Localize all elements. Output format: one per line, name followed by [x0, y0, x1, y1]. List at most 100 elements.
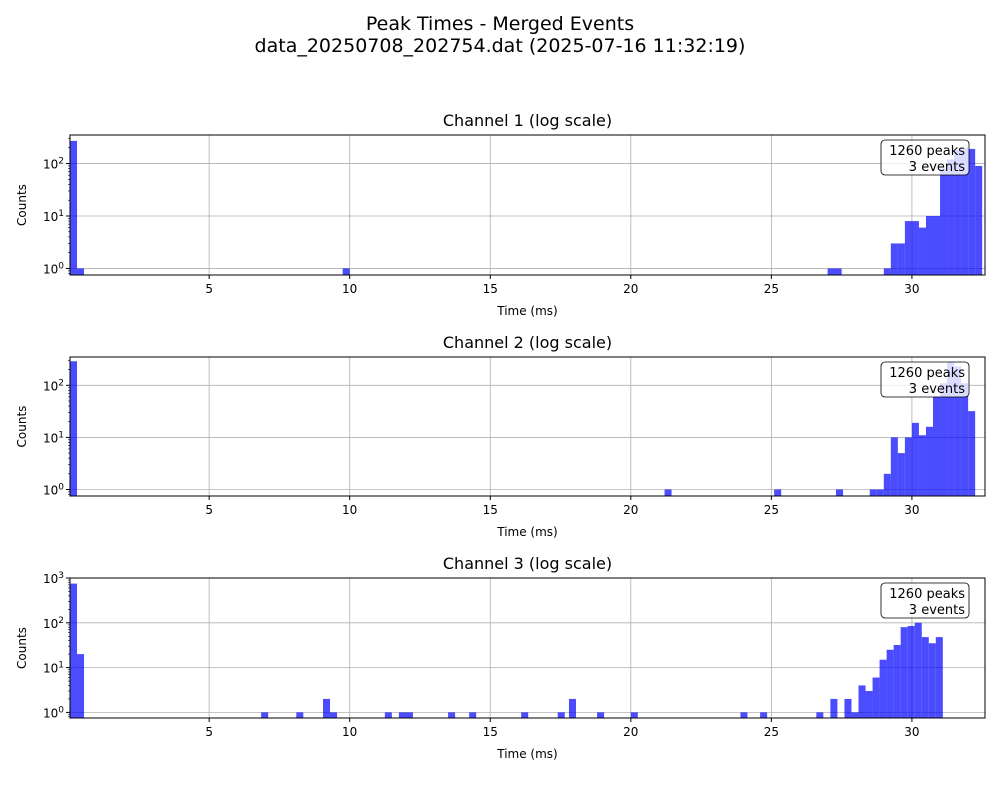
x-tick-label: 20 — [623, 725, 638, 739]
histogram-bar — [827, 268, 835, 275]
histogram-bar — [918, 435, 926, 496]
histogram-bar — [940, 168, 948, 275]
stats-annotation-line: 3 events — [909, 160, 965, 175]
stats-annotation-line: 1260 peaks — [889, 587, 965, 602]
histogram-bar — [883, 473, 891, 496]
y-axis-label: Counts — [15, 406, 29, 448]
histogram-bar — [851, 712, 859, 718]
histogram-bar — [760, 712, 768, 718]
figure-title-line1: Peak Times - Merged Events — [365, 13, 635, 35]
histogram-bar — [296, 712, 304, 718]
x-tick-label: 15 — [483, 725, 498, 739]
y-tick-label: 100 — [43, 261, 64, 276]
stats-annotation-box — [880, 139, 970, 176]
x-tick-label: 30 — [904, 725, 919, 739]
histogram-bar — [886, 649, 894, 718]
histogram-bar — [907, 625, 915, 718]
x-tick-label: 15 — [483, 503, 498, 517]
histogram-bar — [858, 685, 866, 718]
histogram-bar — [968, 148, 976, 275]
stats-annotation-line: 3 events — [909, 603, 965, 618]
histogram-bar — [77, 654, 85, 718]
plot-frame — [69, 134, 986, 276]
channel-1-title: Channel 1 (log scale) — [443, 111, 612, 130]
histogram-bar — [384, 712, 392, 718]
x-tick-label: 5 — [205, 282, 213, 296]
histogram-bar — [448, 712, 456, 718]
histogram-bar — [830, 698, 838, 718]
x-tick-label: 25 — [764, 282, 779, 296]
histogram-bar — [405, 712, 413, 718]
histogram-bar — [398, 712, 406, 718]
histogram-bar — [921, 637, 929, 718]
y-tick-label: 102 — [43, 616, 64, 631]
histogram-bar — [975, 165, 983, 275]
x-tick-label: 20 — [623, 282, 638, 296]
histogram-bar — [740, 712, 748, 718]
histogram-bar — [890, 437, 898, 496]
y-tick-label: 101 — [43, 430, 64, 445]
histogram-bar — [774, 489, 782, 496]
histogram-bar — [935, 637, 943, 718]
histogram-bar — [893, 644, 901, 718]
histogram-bar — [876, 489, 884, 496]
x-tick-label: 10 — [342, 282, 357, 296]
histogram-bar — [932, 215, 941, 275]
histogram-bar — [911, 221, 919, 275]
figure-title-line2: data_20250708_202754.dat (2025-07-16 11:… — [254, 35, 746, 57]
histogram-bar — [954, 366, 962, 496]
histogram-bar — [914, 622, 922, 718]
x-tick-label: 15 — [483, 282, 498, 296]
stats-annotation-box — [880, 582, 970, 619]
histogram-bar — [954, 150, 962, 275]
histogram-bar — [961, 383, 969, 496]
x-tick-label: 20 — [623, 503, 638, 517]
y-tick-label: 100 — [43, 705, 64, 720]
histogram-bar — [968, 411, 976, 496]
x-tick-label: 25 — [764, 725, 779, 739]
stats-annotation-box — [880, 361, 970, 398]
histogram-bar — [342, 268, 350, 275]
histogram-bar — [322, 698, 331, 718]
histogram-bar — [70, 361, 78, 496]
histogram-bar — [865, 691, 873, 718]
histogram-bar — [834, 268, 842, 275]
histogram-bar — [521, 712, 529, 718]
histogram-bar — [897, 243, 905, 275]
histogram-bar — [597, 712, 605, 718]
y-tick-label: 101 — [43, 661, 64, 676]
stats-annotation-line: 3 events — [909, 382, 965, 397]
x-tick-label: 30 — [904, 503, 919, 517]
histogram-bar — [928, 643, 936, 718]
histogram-bar — [961, 147, 969, 275]
histogram-bar — [261, 712, 269, 718]
histogram-bar — [844, 698, 852, 718]
histogram-bar — [872, 677, 880, 718]
histogram-bar — [940, 383, 948, 496]
histogram-bar — [883, 268, 891, 275]
channel-3-title: Channel 3 (log scale) — [443, 554, 612, 573]
histogram-bar — [911, 422, 919, 496]
histogram-bar — [557, 712, 565, 718]
histogram-bar — [925, 426, 933, 496]
histogram-bar — [918, 227, 926, 275]
stats-annotation-line: 1260 peaks — [889, 366, 965, 381]
y-axis-label: Counts — [15, 184, 29, 226]
stats-annotation-line: 1260 peaks — [889, 144, 965, 159]
histogram-bar — [836, 489, 844, 496]
histogram-bar — [630, 712, 638, 718]
x-tick-label: 30 — [904, 282, 919, 296]
x-axis-label: Time (ms) — [496, 304, 558, 318]
y-tick-label: 101 — [43, 209, 64, 224]
y-tick-label: 102 — [43, 157, 64, 172]
histogram-bar — [947, 362, 955, 496]
histogram-bar — [925, 215, 933, 275]
y-tick-label: 100 — [43, 482, 64, 497]
x-tick-label: 10 — [342, 503, 357, 517]
histogram-bar — [897, 453, 905, 496]
histogram-bar — [568, 698, 576, 718]
plot-frame — [69, 356, 986, 497]
histogram-bar — [904, 221, 912, 275]
histogram-bar — [816, 712, 824, 718]
